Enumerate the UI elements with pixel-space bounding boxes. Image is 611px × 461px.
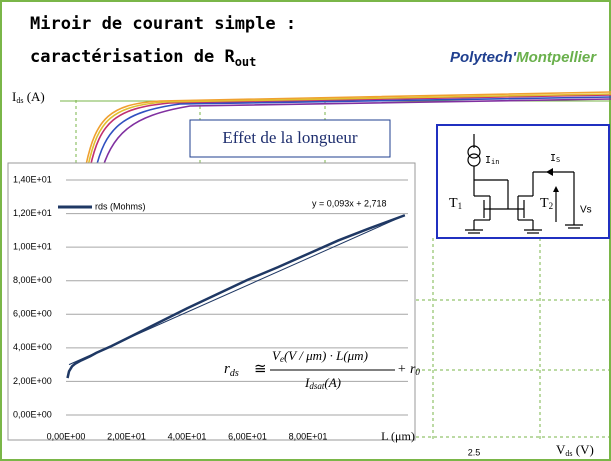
src-sub: in [491,158,499,166]
x-tick-label: 0,00E+00 [47,431,86,441]
logo: Polytech'Montpellier [450,49,597,66]
y-tick-label: 1,00E+01 [13,242,52,252]
t1-label: T [449,196,458,211]
f-tail: + r [397,362,416,377]
label: V [556,442,566,457]
logo-b: Montpellier [516,49,597,66]
y-tick-label: 2,00E+00 [13,376,52,386]
vs-label: Vs [580,205,592,216]
src-label: I [485,155,491,166]
svg-text:T2: T2 [540,196,553,211]
y-tick-label: 8,00E+00 [13,275,52,285]
label-sub: ds [16,96,23,105]
f-num-a: V [272,348,282,363]
f-approx: ≅ [254,361,267,377]
f-tail-sub: 0 [415,367,420,377]
out-sub: S [556,156,560,164]
svg-text:+ r0: + r0 [397,362,420,377]
bg-x-label: Vds (V) [556,442,594,458]
x-tick-label: 2,00E+01 [107,431,146,441]
f-lhs: r [224,361,230,377]
trendline [68,214,406,366]
caption: Effet de la longueur [222,128,358,147]
title-text: caractérisation de R [30,47,235,67]
f-den-b: (A) [324,375,341,390]
t1-sub: 1 [458,201,463,211]
trend-equation: y = 0,093x + 2,718 [312,198,387,208]
caption-box [189,119,391,158]
t2-label: T [540,196,549,211]
x-axis-label: L (μm) [381,429,415,443]
f-num-sub: e [280,354,284,364]
svg-text:IS: IS [550,153,560,164]
title-line2: caractérisation de Rout [30,47,256,69]
t2-sub: 2 [549,201,554,211]
logo-a: Polytech' [450,49,517,66]
legend-label: rds (Mohms) [95,201,146,211]
x-tick-label: 4,00E+01 [168,431,207,441]
label: I [12,89,16,104]
formula: rds ≅ Ve(V / μm) · L(μm) Idsat(A) + r0 [224,348,420,391]
out-label: I [550,153,556,164]
y-tick-label: 1,40E+01 [13,174,52,184]
x-tick-label: 8,00E+01 [289,431,328,441]
bg-curves [85,91,611,177]
title-sub: out [235,55,257,69]
label-unit: (V) [573,442,594,457]
circuit: Iin IS T1 T2 Vs [436,124,610,239]
y-tick-label: 4,00E+00 [13,342,52,352]
svg-text:rds: rds [224,361,239,379]
f-den-a: I [304,375,310,390]
bg-y-label: Ids (A) [12,89,45,105]
label-sub: ds [565,449,572,458]
svg-text:Ve(V / μm) · L(μm): Ve(V / μm) · L(μm) [272,348,368,364]
f-den-sub: dsat [309,381,325,391]
y-tick-label: 6,00E+00 [13,309,52,319]
y-tick-label: 1,20E+01 [13,208,52,218]
svg-text:T1: T1 [449,196,462,211]
svg-text:Idsat(A): Idsat(A) [304,375,341,391]
series-line [66,214,406,379]
title-line1: Miroir de courant simple : [30,14,296,34]
y-tick-label: 0,00E+00 [13,409,52,419]
x-tick-label: 6,00E+01 [228,431,267,441]
bg-x-tick: 2.5 [468,447,481,457]
f-lhs-sub: ds [230,368,239,379]
label-unit: (A) [23,89,44,104]
f-num-b: (V / μm) · L(μm) [284,348,368,363]
svg-text:Iin: Iin [485,155,499,166]
plot: 0,00E+00 2,00E+00 4,00E+00 6,00E+00 8,00E+00… [13,174,408,441]
